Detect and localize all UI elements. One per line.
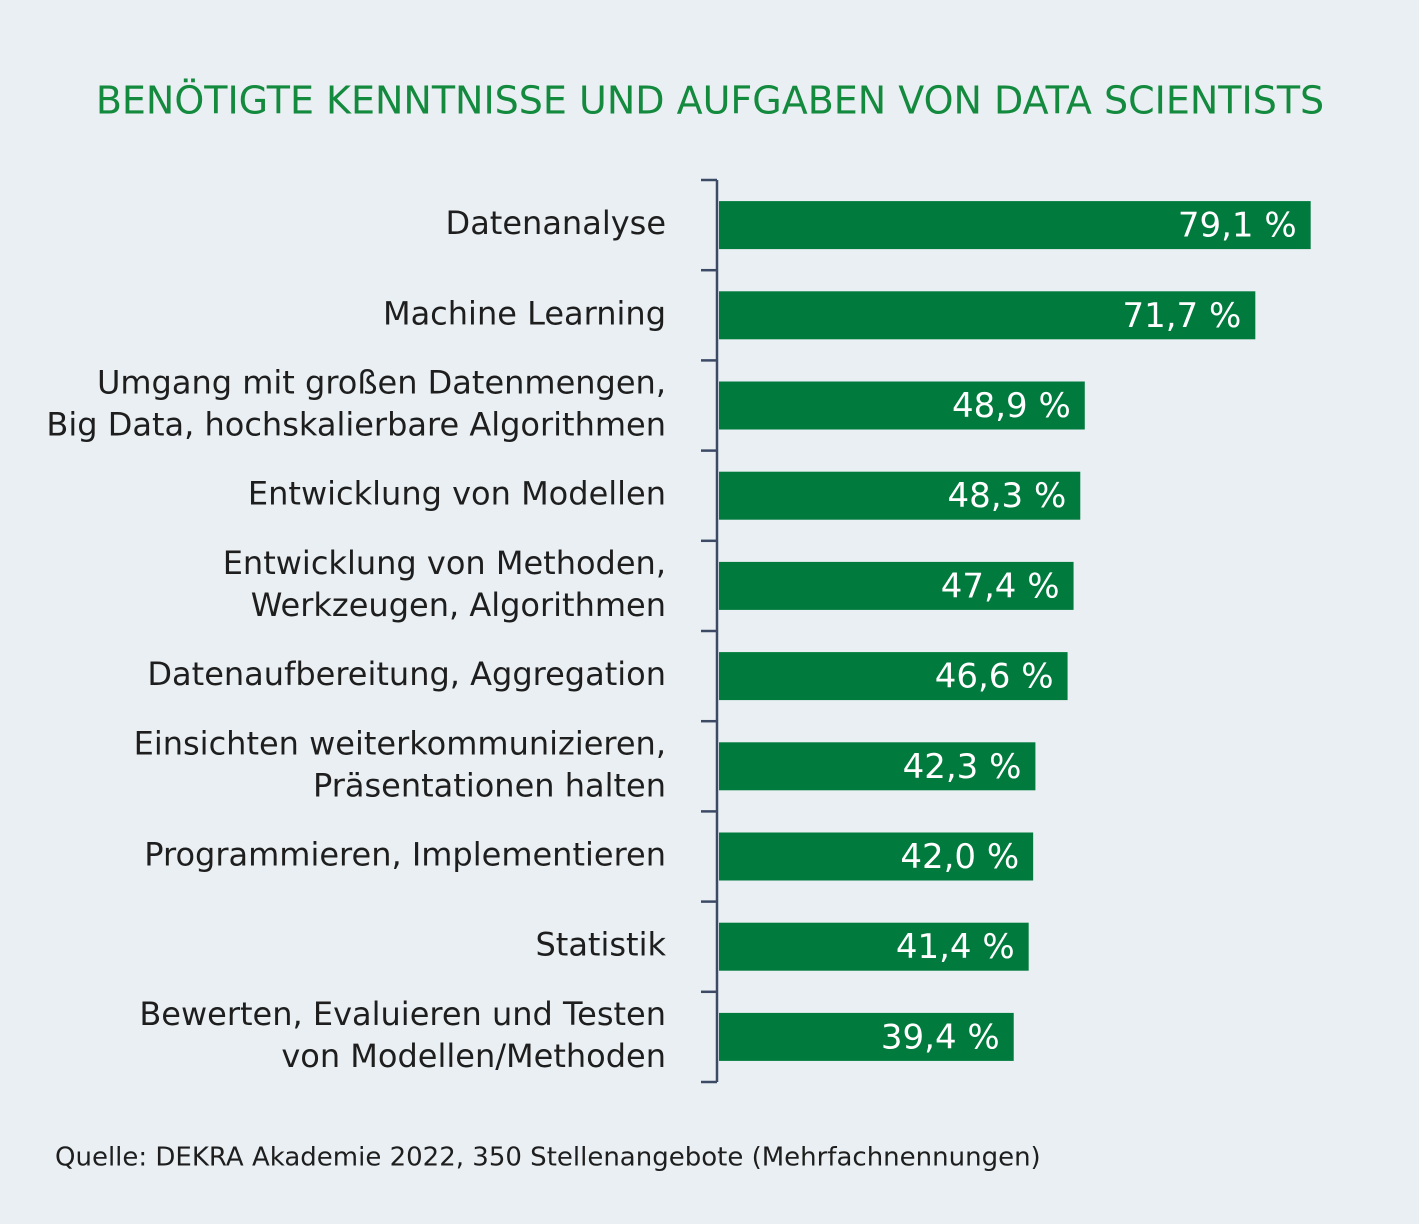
bar [719,922,1029,971]
category-label: Statistik [535,926,666,964]
category-label: Werkzeugen, Algorithmen [251,586,666,624]
category-label: Präsentationen halten [313,766,666,804]
category-label: Einsichten weiterkommunizieren, [134,724,666,762]
bar [719,201,1311,250]
category-label: Datenaufbereitung, Aggregation [147,655,666,693]
category-label: Entwicklung von Modellen [248,475,666,513]
category-label: Datenanalyse [446,204,666,242]
value-label: 41,4 % [896,927,1015,967]
value-label: 47,4 % [941,566,1060,606]
bar [719,381,1085,430]
value-label: 71,7 % [1122,296,1241,336]
category-label: Programmieren, Implementieren [144,836,666,874]
bar [719,652,1068,701]
value-label: 48,9 % [952,386,1071,426]
category-label: Entwicklung von Methoden, [223,544,666,582]
value-label: 42,3 % [903,747,1022,787]
chart-title: BENÖTIGTE KENNTNISSE UND AUFGABEN VON DA… [96,79,1324,123]
bar [719,832,1034,881]
category-label: Machine Learning [383,294,666,332]
bar [719,561,1074,610]
value-label: 42,0 % [900,837,1019,877]
category-label: Umgang mit großen Datenmengen, [97,364,666,402]
value-label: 48,3 % [947,476,1066,516]
source-note: Quelle: DEKRA Akademie 2022, 350 Stellen… [55,1143,1041,1173]
bar [719,471,1081,520]
category-label: Big Data, hochskalierbare Algorithmen [46,406,666,444]
value-label: 79,1 % [1178,206,1297,246]
value-label: 46,6 % [935,657,1054,697]
bar [719,291,1256,340]
bar [719,742,1036,791]
category-label: von Modellen/Methoden [281,1037,666,1075]
value-label: 39,4 % [881,1017,1000,1057]
category-label: Bewerten, Evaluieren und Testen [139,995,666,1033]
bar [719,1012,1014,1061]
